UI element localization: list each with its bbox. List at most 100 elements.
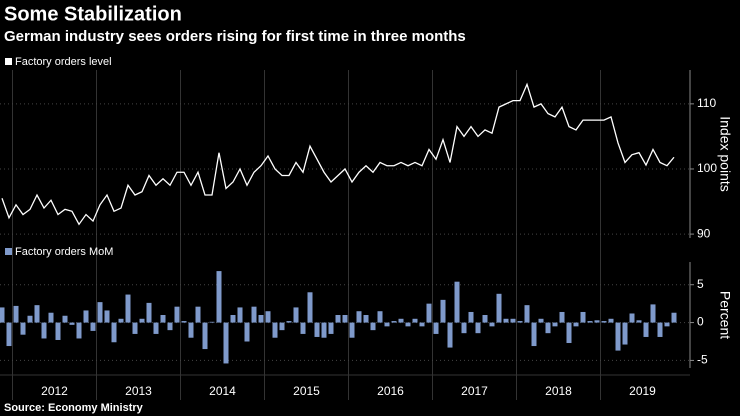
bar — [125, 294, 131, 323]
x-tick-label: 2019 — [629, 384, 656, 398]
bar — [251, 306, 257, 323]
bar — [489, 322, 495, 327]
bar — [587, 321, 593, 323]
bar — [181, 321, 187, 323]
bar — [496, 293, 502, 323]
bar — [62, 315, 68, 323]
x-tick-label: 2016 — [377, 384, 404, 398]
bar — [34, 305, 40, 323]
y-tick-label: 90 — [697, 226, 711, 240]
legend-swatch — [5, 248, 12, 255]
bar — [132, 322, 138, 334]
bar — [195, 306, 201, 323]
bar — [328, 322, 334, 334]
bar — [90, 322, 96, 331]
bar — [363, 315, 369, 323]
bar — [146, 302, 152, 323]
bar — [650, 304, 656, 323]
bar — [321, 322, 327, 338]
bar — [356, 311, 362, 323]
bar — [258, 315, 264, 323]
bar — [13, 305, 19, 323]
bar — [69, 322, 75, 325]
bar — [0, 307, 5, 323]
y-tick-label: 0 — [697, 315, 704, 329]
bar — [391, 321, 397, 323]
bar — [335, 315, 341, 323]
bar — [629, 313, 635, 323]
bar — [461, 322, 467, 334]
bar — [342, 315, 348, 323]
bar — [20, 322, 26, 335]
bar — [426, 303, 432, 323]
x-tick-label: 2018 — [545, 384, 572, 398]
bar — [412, 318, 418, 323]
x-tick-label: 2013 — [125, 384, 152, 398]
bar — [566, 322, 572, 344]
bar — [454, 281, 460, 323]
bar — [6, 322, 12, 347]
bar — [41, 322, 47, 339]
bar — [223, 322, 229, 364]
x-tick-label: 2017 — [461, 384, 488, 398]
bar — [559, 311, 565, 323]
bar — [300, 322, 306, 334]
y-tick-label: 110 — [697, 96, 716, 110]
bar — [405, 322, 411, 327]
source: Source: Economy Ministry — [4, 402, 144, 414]
y-axis-label: Percent — [717, 291, 733, 339]
y-axis-label: Index points — [717, 116, 733, 192]
x-tick-label: 2012 — [41, 384, 68, 398]
bar — [671, 312, 677, 323]
bar — [482, 315, 488, 323]
bar — [97, 302, 103, 323]
bar — [265, 311, 271, 323]
bar — [230, 315, 236, 323]
bar — [314, 322, 320, 337]
bar — [601, 321, 607, 323]
bar — [440, 299, 446, 323]
bar — [272, 322, 278, 338]
bar — [615, 322, 621, 351]
legend-swatch — [5, 58, 12, 65]
bar — [286, 321, 292, 323]
x-tick-label: 2014 — [209, 384, 236, 398]
bar — [531, 322, 537, 347]
bar — [608, 318, 614, 323]
bar — [202, 322, 208, 350]
y-tick-label: 100 — [697, 161, 717, 175]
bar — [524, 305, 530, 323]
bar — [83, 310, 89, 323]
x-tick-label: 2015 — [293, 384, 320, 398]
bar — [209, 321, 215, 323]
bar — [216, 271, 222, 323]
bar — [384, 322, 390, 327]
bar — [419, 322, 425, 327]
bar — [104, 310, 110, 323]
bar — [139, 318, 145, 323]
bar — [55, 322, 61, 340]
bar — [580, 311, 586, 323]
chart-subtitle: German industry sees orders rising for f… — [4, 28, 466, 45]
bar — [76, 322, 82, 339]
bar — [370, 322, 376, 331]
y-tick-label: 5 — [697, 277, 704, 291]
bar — [657, 322, 663, 337]
bar — [307, 292, 313, 323]
bar — [622, 322, 628, 345]
legend-label: Factory orders level — [15, 56, 112, 68]
bar — [664, 322, 670, 327]
bar — [174, 306, 180, 323]
bar — [349, 322, 355, 338]
bar — [552, 322, 558, 327]
bar — [573, 322, 579, 327]
bar — [636, 320, 642, 323]
bar — [510, 318, 516, 323]
legend-label: Factory orders MoM — [15, 246, 113, 258]
bar — [27, 315, 33, 323]
bar — [377, 311, 383, 323]
bar — [48, 312, 54, 323]
bar — [643, 322, 649, 337]
data-line — [1, 82, 675, 226]
